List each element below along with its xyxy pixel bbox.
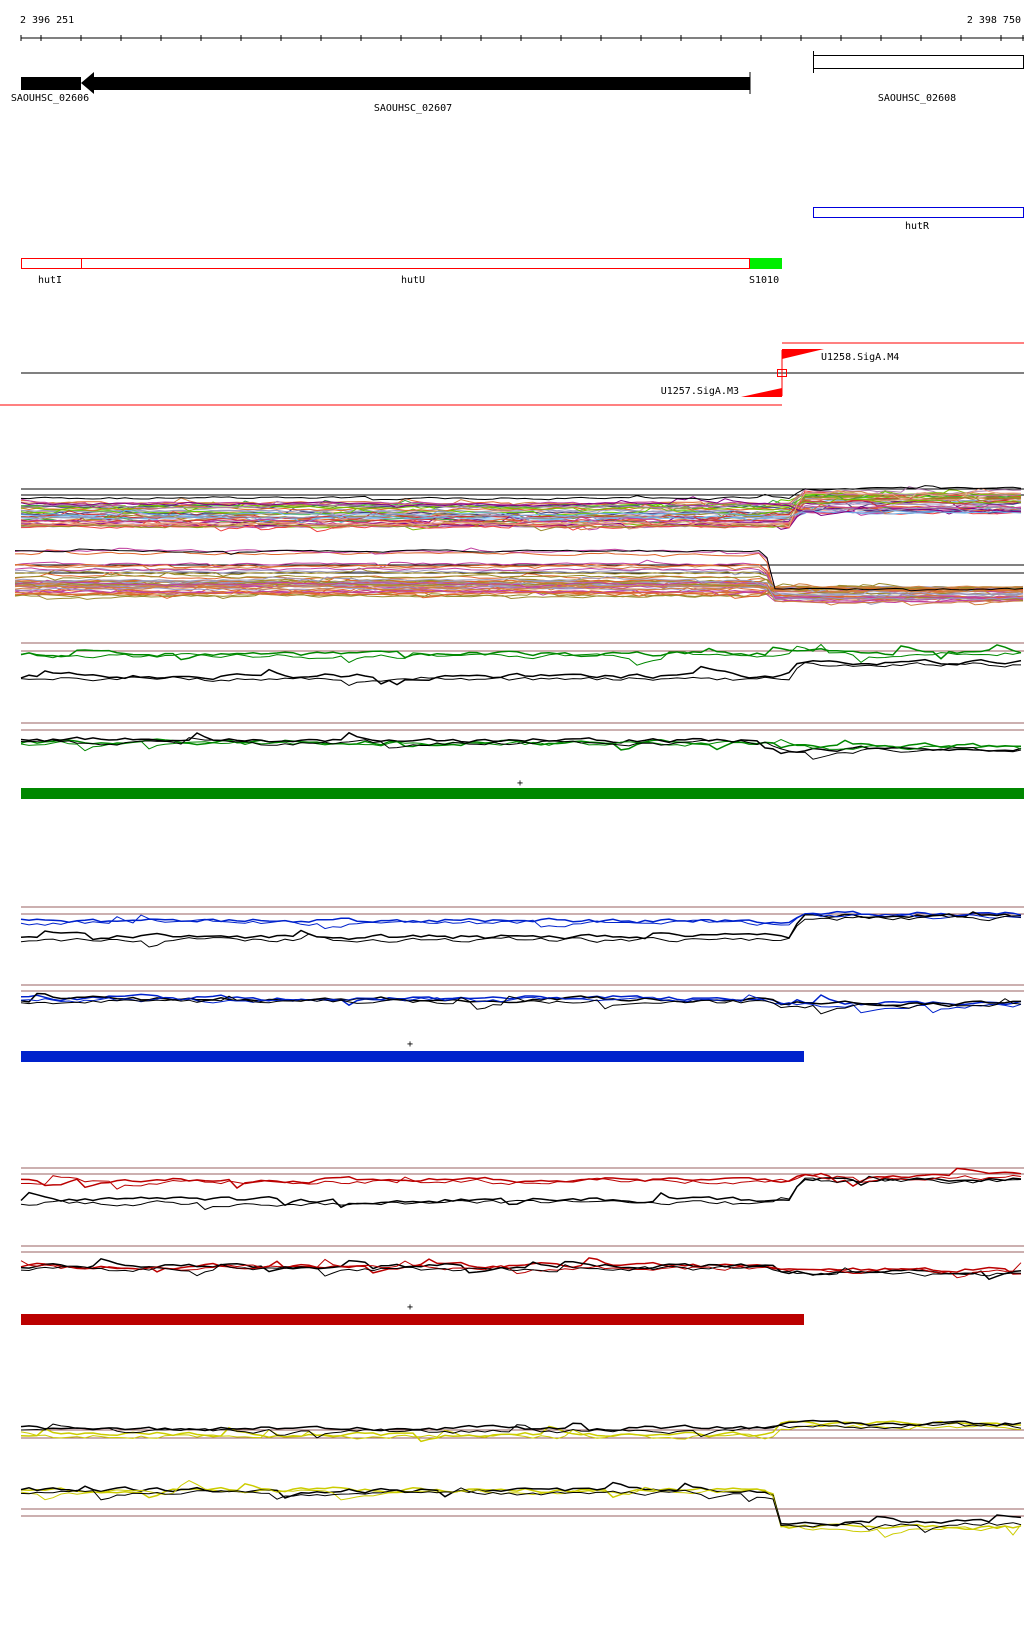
blue-coverage-bar[interactable] — [21, 1051, 804, 1062]
coordinate-ruler: 2 396 251 2 398 750 — [20, 15, 1024, 41]
gene-label-02607: SAOUHSC_02607 — [374, 103, 452, 114]
red-coverage-bar[interactable] — [21, 1314, 804, 1325]
red-track-2-control-series — [20, 1263, 1022, 1277]
hutI-feature[interactable] — [21, 258, 82, 269]
gene-saouhsc-02608[interactable] — [813, 51, 1024, 73]
red-track-2-series — [20, 1258, 1022, 1279]
blue-track-1-series — [20, 913, 1022, 930]
track-a-series — [20, 487, 1022, 528]
green-track-2-control-series — [20, 737, 1022, 760]
green-coverage-bar[interactable] — [21, 788, 1024, 799]
yellow-track-2-control-series — [20, 1481, 1022, 1527]
yellow-track-1-control-series — [20, 1422, 1022, 1439]
yellow-track-2-control-series — [20, 1487, 1022, 1533]
gene-track: SAOUHSC_02606 SAOUHSC_02607 SAOUHSC_0260… — [11, 51, 1024, 114]
ruler-ticks — [20, 35, 1024, 41]
track-a-series — [20, 485, 1022, 501]
track-a-series — [20, 496, 1022, 517]
red-track-2-series — [20, 1257, 1022, 1275]
yellow-track-1-series — [20, 1424, 1022, 1440]
promoter-forward-label: U1258.SigA.M4 — [821, 352, 899, 363]
s1010-label: S1010 — [749, 275, 779, 286]
arrow-left-icon — [81, 72, 94, 94]
blue-strand-marker: + — [407, 1039, 413, 1050]
green-track-2-control-series — [20, 731, 1022, 755]
red-track-1-series — [20, 1167, 1022, 1189]
gene-label-02608: SAOUHSC_02608 — [878, 93, 956, 104]
promoter-reverse-label: U1257.SigA.M3 — [661, 386, 739, 397]
track-a-series — [20, 504, 1022, 514]
track-b-series — [14, 579, 1024, 601]
tss-marker[interactable] — [777, 369, 787, 377]
green-track-1-control-series — [20, 658, 1022, 686]
red-track-1-series — [20, 1174, 1022, 1190]
gene-label-02606: SAOUHSC_02606 — [11, 93, 89, 104]
gene-saouhsc-02607[interactable] — [81, 72, 751, 94]
track-a-series — [20, 490, 1022, 507]
track-a-series — [20, 491, 1022, 509]
track-b-series — [14, 572, 1024, 596]
hutU-label: hutU — [401, 275, 425, 286]
green-track-1-series — [20, 644, 1022, 661]
track-b-series — [14, 575, 1024, 601]
track-a-series — [20, 509, 1021, 518]
green-track-1-control-series — [20, 662, 1022, 687]
track-a-series — [20, 492, 1022, 532]
track-a-series — [20, 497, 1022, 527]
hutU-feature[interactable] — [81, 258, 750, 269]
expression-tracks — [14, 485, 1024, 1538]
promoter-forward-marker[interactable] — [782, 349, 824, 359]
hutR-feature[interactable]: hutR — [813, 207, 1024, 233]
blue-track-2-series — [20, 994, 1022, 1014]
blue-track-1-control-series — [20, 914, 1022, 948]
operon-track: hutI hutU S1010 — [21, 258, 782, 286]
hutI-label: hutI — [38, 275, 62, 286]
s1010-feature[interactable] — [750, 258, 782, 269]
promoter-reverse-marker[interactable] — [741, 388, 782, 397]
track-b-series — [14, 567, 1024, 595]
red-strand-marker: + — [407, 1302, 413, 1313]
track-a-series — [20, 503, 1022, 529]
yellow-track-2-series — [20, 1480, 1022, 1538]
green-strand-marker: + — [517, 778, 523, 789]
green-track-2-series — [20, 738, 1022, 751]
track-a-series — [20, 506, 1022, 522]
blue-track-2-control-series — [20, 995, 1022, 1015]
green-track-1-series — [20, 643, 1022, 666]
blue-track-1-control-series — [20, 911, 1022, 941]
red-track-1-control-series — [20, 1175, 1022, 1211]
ruler-end-label: 2 398 750 — [967, 15, 1021, 26]
gene-saouhsc-02606[interactable] — [21, 77, 81, 90]
track-a-series — [20, 498, 1022, 512]
promoter-track: U1258.SigA.M4 U1257.SigA.M3 — [0, 342, 1024, 406]
ruler-start-label: 2 396 251 — [20, 15, 74, 26]
track-b-series — [14, 548, 1024, 592]
hutR-label: hutR — [905, 221, 930, 232]
